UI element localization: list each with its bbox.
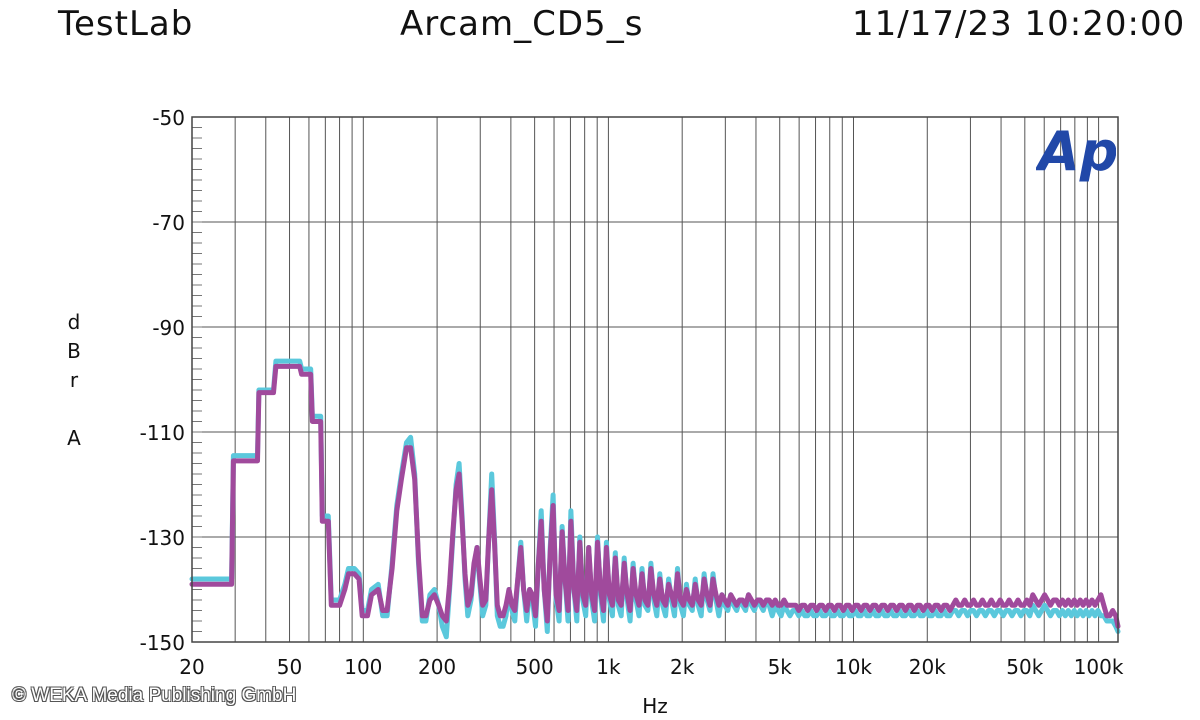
x-tick-label: 100 [344, 655, 382, 679]
x-tick-label: 500 [516, 655, 554, 679]
y-axis-label-char: r [70, 368, 79, 392]
header-device-name: Arcam_CD5_s [400, 4, 644, 44]
x-tick-label: 10k [835, 655, 872, 679]
chart-series [189, 358, 1121, 640]
header-lab-name: TestLab [58, 4, 194, 44]
ap-logo-icon: Ap [1036, 120, 1116, 182]
header-timestamp: 11/17/23 10:20:00 [852, 4, 1186, 44]
y-tick-label: -150 [140, 631, 185, 655]
x-tick-labels: 20 50 100 200 500 1k 2k 5k 10k 20k 50k 100k [179, 655, 1124, 679]
y-axis-label-char: d [68, 310, 81, 334]
x-tick-label: 20k [909, 655, 946, 679]
ap-logo-text: Ap [1036, 120, 1116, 182]
x-tick-label: 200 [418, 655, 456, 679]
plot-frame [191, 116, 1119, 643]
y-axis-label: dBr A [67, 310, 81, 450]
y-tick-label: -70 [152, 211, 185, 235]
y-axis-label-char: B [67, 339, 81, 363]
x-tick-label: 100k [1074, 655, 1124, 679]
y-axis-label-char: A [67, 426, 81, 450]
x-tick-label: 50k [1006, 655, 1043, 679]
x-tick-label: 1k [596, 655, 621, 679]
x-axis-label: Hz [642, 694, 668, 718]
x-tick-label: 2k [670, 655, 695, 679]
y-tick-label: -110 [140, 421, 185, 445]
series-line-2 [189, 363, 1121, 629]
y-tick-label: -90 [152, 316, 185, 340]
y-tick-labels: -50 -70 -90 -110 -130 -150 [140, 106, 185, 655]
x-tick-label: 20 [179, 655, 204, 679]
y-tick-label: -50 [152, 106, 185, 130]
copyright-watermark: © WEKA Media Publishing GmbH [12, 685, 297, 706]
x-tick-label: 50 [277, 655, 302, 679]
y-tick-label: -130 [140, 526, 185, 550]
x-tick-label: 5k [768, 655, 793, 679]
